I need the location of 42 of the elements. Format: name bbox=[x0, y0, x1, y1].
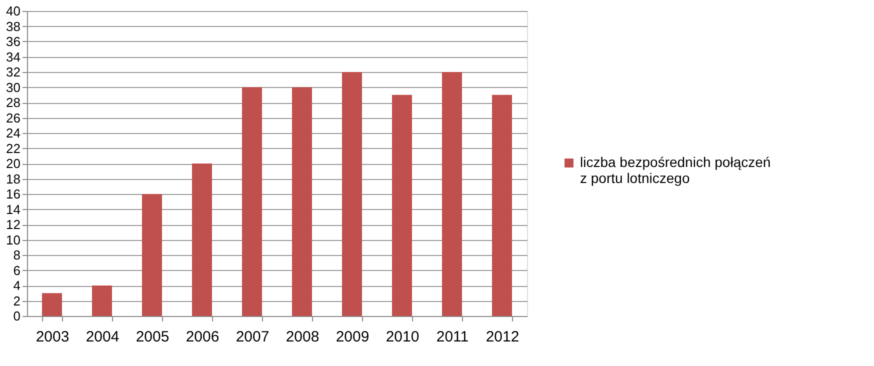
x-tick-label: 2005 bbox=[136, 328, 170, 346]
x-tick-label: 2010 bbox=[386, 328, 420, 346]
y-tick-label: 22 bbox=[6, 140, 20, 156]
y-tick-label: 0 bbox=[13, 308, 20, 324]
y-tick-label: 26 bbox=[6, 110, 20, 126]
x-tick-label: 2007 bbox=[236, 328, 270, 346]
y-tick-label: 34 bbox=[6, 49, 20, 64]
y-tick-label: 36 bbox=[6, 34, 20, 49]
y-tick-label: 24 bbox=[6, 126, 20, 140]
y-tick-label: 10 bbox=[6, 232, 20, 248]
y-tick-label: 14 bbox=[6, 202, 20, 217]
bar bbox=[442, 72, 462, 316]
bar bbox=[92, 286, 112, 316]
y-tick-label: 6 bbox=[13, 262, 20, 278]
bar bbox=[492, 94, 512, 316]
x-tick-label: 2011 bbox=[436, 328, 469, 346]
y-tick-label: 12 bbox=[6, 217, 20, 232]
x-tick-label: 2006 bbox=[186, 328, 220, 346]
x-tick-label: 2012 bbox=[486, 328, 520, 346]
bar bbox=[392, 94, 412, 316]
bar bbox=[342, 72, 362, 316]
y-tick-label: 4 bbox=[13, 278, 20, 293]
y-tick-label: 2 bbox=[13, 293, 20, 308]
y-tick-label: 8 bbox=[13, 248, 20, 262]
y-tick-label: 18 bbox=[6, 171, 20, 186]
y-tick-label: 30 bbox=[6, 80, 20, 95]
bar bbox=[42, 293, 62, 316]
x-tick-label: 2004 bbox=[86, 328, 120, 346]
bar bbox=[142, 194, 162, 316]
y-tick-label: 28 bbox=[6, 95, 20, 110]
bar bbox=[192, 164, 212, 316]
legend-label: liczba bezpośrednich połączeń z portu lotniczego bbox=[580, 154, 771, 186]
y-tick-label: 20 bbox=[6, 156, 20, 171]
y-tick-label: 38 bbox=[6, 18, 20, 34]
x-tick-label: 2003 bbox=[36, 328, 70, 346]
y-tick-label: 16 bbox=[6, 186, 20, 202]
y-tick-label: 40 bbox=[6, 4, 20, 18]
x-tick-label: 2008 bbox=[286, 328, 320, 346]
bar bbox=[242, 87, 262, 316]
y-tick-label: 32 bbox=[6, 64, 20, 80]
x-tick-label: 2009 bbox=[336, 328, 370, 346]
bar bbox=[292, 87, 312, 316]
